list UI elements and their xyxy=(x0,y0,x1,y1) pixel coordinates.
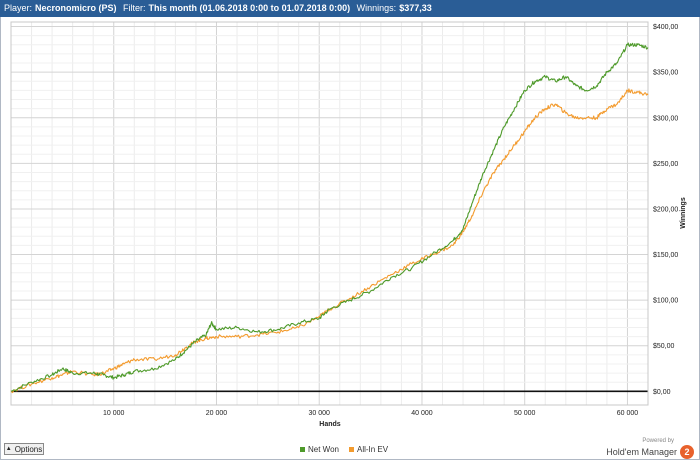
winnings-value: $377,33 xyxy=(399,3,432,13)
y-tick-label: $350,00 xyxy=(653,70,678,77)
chart-legend: Net Won All-In EV xyxy=(300,445,388,454)
plot-border xyxy=(10,21,649,406)
winnings-label: Winnings: xyxy=(356,3,397,13)
x-axis-label: Hands xyxy=(319,421,341,428)
expand-arrow-icon: ▲ xyxy=(5,446,12,452)
filter-label: Filter: xyxy=(123,3,146,13)
x-tick-label: 40 000 xyxy=(411,410,433,417)
legend-item-all-in-ev[interactable]: All-In EV xyxy=(348,445,389,454)
plot-area xyxy=(11,22,648,405)
options-label: Options xyxy=(14,444,43,454)
options-button[interactable]: ▲ Options xyxy=(4,443,44,455)
player-value: Necronomicro (PS) xyxy=(35,3,117,13)
x-tick-label: 50 000 xyxy=(514,410,536,417)
x-tick-label: 60 000 xyxy=(617,410,639,417)
y-tick-label: $400,00 xyxy=(653,24,678,31)
x-tick-label: 30 000 xyxy=(309,410,331,417)
y-tick-label: $100,00 xyxy=(653,298,678,305)
x-tick-labels: 10 000 20 000 30 000 40 000 50 000 60 000 xyxy=(103,410,638,417)
y-axis-label: Winnings xyxy=(680,197,687,229)
filter-value: This month (01.06.2018 0:00 to 01.07.201… xyxy=(148,3,351,13)
y-tick-label: $250,00 xyxy=(653,161,678,168)
legend-label-all-in-ev: All-In EV xyxy=(356,445,389,454)
legend-label-net-won: Net Won xyxy=(308,445,339,454)
gridlines xyxy=(10,21,649,406)
hm2-logo-icon: 2 xyxy=(680,445,694,459)
series-lines xyxy=(10,42,649,394)
y-tick-label: $300,00 xyxy=(653,115,678,122)
x-tick-label: 10 000 xyxy=(103,410,125,417)
app-name: Hold'em Manager xyxy=(606,447,677,457)
x-tick-label: 20 000 xyxy=(206,410,228,417)
legend-swatch-all-in-ev xyxy=(348,447,354,453)
legend-swatch-net-won xyxy=(300,447,305,453)
series-line-all-in-ev xyxy=(10,88,649,394)
powered-by-text: Powered by xyxy=(642,438,674,444)
series-line-net-won xyxy=(10,42,649,392)
legend-item-net-won[interactable]: Net Won xyxy=(300,445,339,454)
y-tick-labels: $0,00 $50,00 $100,00 $150,00 $200,00 $250,00 $… xyxy=(653,24,678,396)
y-tick-label: $0,00 xyxy=(653,389,671,396)
branding: Powered by Hold'em Manager 2 xyxy=(606,437,694,459)
y-tick-label: $150,00 xyxy=(653,252,678,259)
player-label: Player: xyxy=(4,3,33,13)
y-tick-label: $50,00 xyxy=(653,343,675,350)
report-header-bar: Player: Necronomicro (PS) Filter: This mon… xyxy=(0,0,700,17)
y-tick-label: $200,00 xyxy=(653,206,678,213)
